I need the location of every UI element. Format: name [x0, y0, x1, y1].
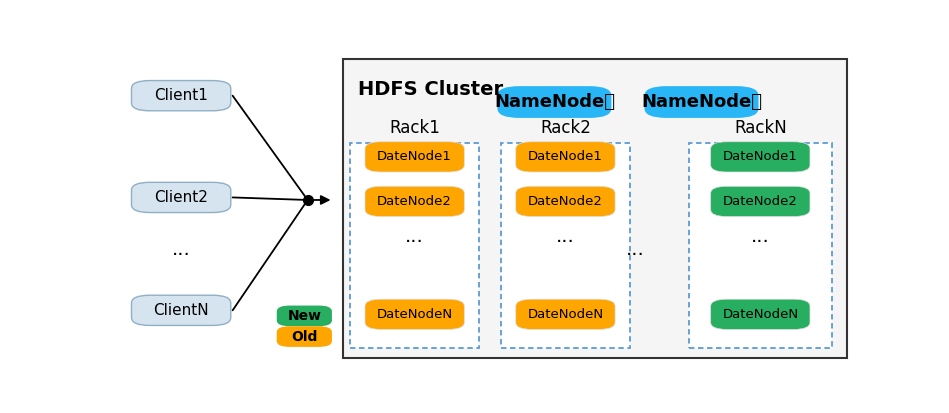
Text: DateNode2: DateNode2 — [377, 195, 452, 208]
FancyBboxPatch shape — [350, 143, 479, 349]
FancyBboxPatch shape — [516, 142, 615, 172]
Text: NameNode主: NameNode主 — [493, 93, 615, 111]
FancyBboxPatch shape — [277, 306, 332, 326]
Text: ...: ... — [556, 227, 575, 246]
Text: ClientN: ClientN — [154, 303, 209, 318]
Text: Client1: Client1 — [154, 88, 208, 103]
FancyBboxPatch shape — [365, 142, 464, 172]
FancyBboxPatch shape — [711, 186, 810, 216]
Text: DateNodeN: DateNodeN — [722, 308, 798, 321]
Text: DateNode2: DateNode2 — [723, 195, 798, 208]
FancyBboxPatch shape — [365, 299, 464, 330]
Text: Rack1: Rack1 — [389, 119, 440, 137]
FancyBboxPatch shape — [516, 186, 615, 216]
FancyBboxPatch shape — [516, 299, 615, 330]
FancyBboxPatch shape — [132, 182, 231, 213]
Text: HDFS Cluster: HDFS Cluster — [358, 80, 503, 99]
Text: ...: ... — [405, 227, 424, 246]
FancyBboxPatch shape — [497, 86, 611, 118]
FancyBboxPatch shape — [711, 299, 810, 330]
Text: DateNode1: DateNode1 — [528, 150, 603, 164]
Text: DateNodeN: DateNodeN — [377, 308, 453, 321]
Text: ...: ... — [626, 240, 645, 259]
Text: DateNodeN: DateNodeN — [528, 308, 604, 321]
Text: NameNode备: NameNode备 — [641, 93, 762, 111]
Text: DateNode2: DateNode2 — [528, 195, 603, 208]
FancyBboxPatch shape — [644, 86, 758, 118]
Text: ...: ... — [751, 227, 770, 246]
FancyBboxPatch shape — [343, 59, 847, 358]
Text: RackN: RackN — [734, 119, 787, 137]
FancyBboxPatch shape — [501, 143, 630, 349]
FancyBboxPatch shape — [277, 326, 332, 347]
Text: Old: Old — [291, 330, 318, 344]
FancyBboxPatch shape — [132, 81, 231, 111]
Text: DateNode1: DateNode1 — [377, 150, 452, 164]
Text: New: New — [288, 309, 322, 323]
FancyBboxPatch shape — [711, 142, 810, 172]
FancyBboxPatch shape — [132, 295, 231, 325]
FancyBboxPatch shape — [689, 143, 832, 349]
Text: Rack2: Rack2 — [540, 119, 591, 137]
Text: Client2: Client2 — [154, 190, 208, 205]
FancyBboxPatch shape — [365, 186, 464, 216]
Text: DateNode1: DateNode1 — [723, 150, 798, 164]
Text: ...: ... — [172, 240, 191, 259]
